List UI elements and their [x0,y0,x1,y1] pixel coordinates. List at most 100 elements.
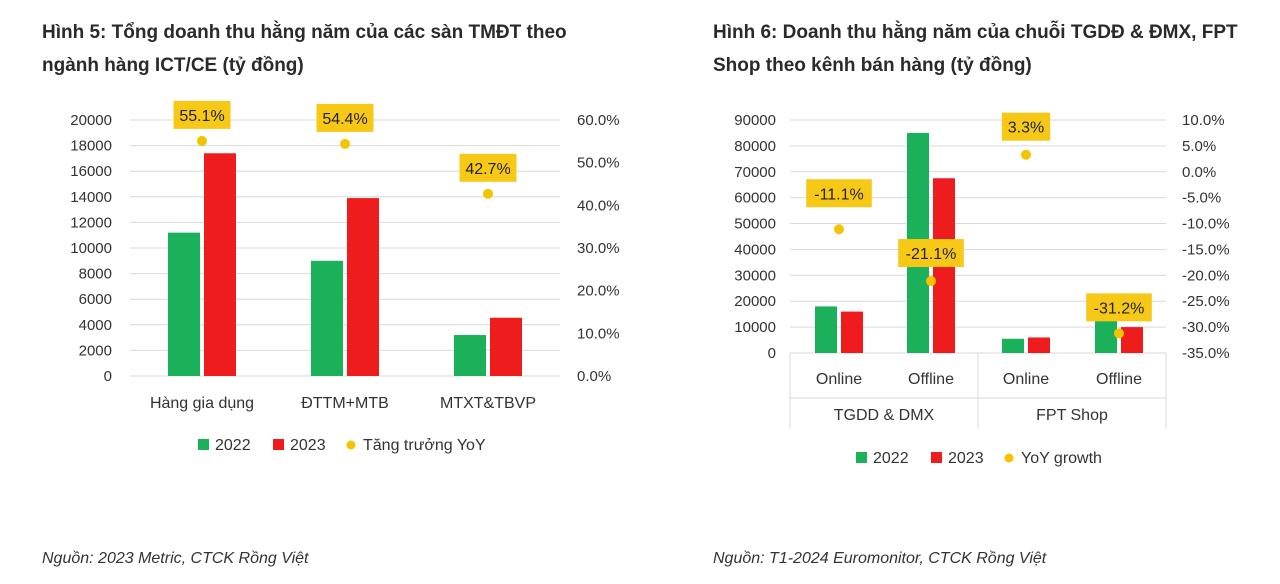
y-tick-label: 90000 [734,112,776,129]
growth-data-label: 3.3% [1008,120,1044,137]
legend-label-0: 2022 [873,450,909,467]
category-label: Offline [1096,371,1142,388]
legend-marker-growth [1004,453,1014,463]
y-tick-label: 10000 [734,319,776,336]
right-figure-panel: Hình 6: Doanh thu hằng năm của chuỗi TGD… [660,0,1280,584]
bar-2022 [454,335,486,376]
growth-data-label-box [806,179,872,208]
category-label: ĐTTM+MTB [301,395,389,412]
y-tick-label: 0 [768,345,776,362]
y-tick-label: 16000 [70,163,112,180]
y-tick-label: 18000 [70,138,112,155]
legend-label-1: 2023 [948,450,984,467]
left-chart: 2000018000160001400012000100008000600040… [70,100,620,454]
legend-label-1: 2023 [290,437,326,454]
y-tick-label: 10000 [70,240,112,257]
left-figure-panel: Hình 5: Tổng doanh thu hằng năm của các … [42,22,620,567]
bar-2022 [1002,338,1024,353]
y2-tick-label: 10.0% [577,325,620,342]
bar-2023 [841,311,863,353]
y2-tick-label: -15.0% [1182,241,1230,258]
bar-2023 [347,198,379,376]
legend-swatch-1 [273,439,284,450]
growth-point [340,138,350,149]
y-tick-label: 20000 [734,293,776,310]
growth-data-label: 55.1% [179,108,224,125]
left-figure-source: Nguồn: 2023 Metric, CTCK Rồng Việt [42,550,309,567]
category-label: Hàng gia dụng [150,395,254,412]
y-tick-label: 8000 [79,266,112,283]
category-label: Online [816,371,862,388]
growth-point [1021,149,1031,160]
y2-tick-label: 5.0% [1182,138,1216,155]
y2-tick-label: -25.0% [1182,293,1230,310]
y-tick-label: 40000 [734,241,776,258]
group-label: FPT Shop [1036,407,1108,424]
y-tick-label: 30000 [734,267,776,284]
growth-data-label: -31.2% [1094,300,1145,317]
growth-data-label-box [459,153,517,182]
y-tick-label: 0 [104,368,112,385]
legend-marker-growth [346,440,356,450]
left-figure-title: Hình 5: Tổng doanh thu hằng năm của các … [42,22,567,76]
y2-tick-label: 30.0% [577,240,620,257]
legend-swatch-0 [198,439,209,450]
y2-tick-label: -5.0% [1182,190,1221,207]
growth-data-label-box [1001,112,1051,141]
growth-data-label-box [316,103,374,132]
bar-2022 [815,306,837,353]
y2-tick-label: -10.0% [1182,216,1230,233]
bar-2023 [204,153,236,376]
y-tick-label: 12000 [70,214,112,231]
y2-tick-label: -35.0% [1182,345,1230,362]
legend-swatch-0 [856,452,867,463]
growth-data-label: 54.4% [322,111,367,128]
y2-tick-label: 10.0% [1182,112,1225,129]
category-label: Online [1003,371,1049,388]
legend-swatch-1 [931,452,942,463]
bar-2022 [311,260,343,376]
y2-tick-label: 50.0% [577,155,620,172]
growth-data-label-box [898,239,964,268]
growth-point [483,188,493,199]
y2-tick-label: 60.0% [577,112,620,129]
growth-point [197,135,207,146]
category-label: Offline [908,371,954,388]
growth-data-label-box [1086,293,1152,322]
y-tick-label: 2000 [79,342,112,359]
y2-tick-label: -30.0% [1182,319,1230,336]
bar-2022 [168,232,200,376]
legend-label-2: Tăng trưởng YoY [363,437,486,454]
growth-data-label: -21.1% [906,246,957,263]
right-figure-source: Nguồn: T1-2024 Euromonitor, CTCK Rồng Vi… [713,550,1047,567]
growth-data-label: 42.7% [465,161,510,178]
y-tick-label: 6000 [79,291,112,308]
y-tick-label: 20000 [70,112,112,129]
y-tick-label: 60000 [734,190,776,207]
y-tick-label: 50000 [734,216,776,233]
bar-2023 [490,317,522,376]
y-tick-label: 80000 [734,138,776,155]
y-tick-label: 70000 [734,164,776,181]
bar-2023 [1121,327,1143,353]
right-figure-title: Hình 6: Doanh thu hằng năm của chuỗi TGD… [713,22,1238,76]
y2-tick-label: 20.0% [577,283,620,300]
growth-data-label-box [173,100,231,129]
y-tick-label: 4000 [79,317,112,334]
growth-point [834,224,844,235]
bar-2023 [1028,337,1050,353]
y2-tick-label: 0.0% [1182,164,1216,181]
y-tick-label: 14000 [70,189,112,206]
bar-2022 [1095,316,1117,353]
legend-label-2: YoY growth [1021,450,1102,467]
category-label: MTXT&TBVP [440,395,536,412]
group-label: TGDD & DMX [834,407,935,424]
y2-tick-label: -20.0% [1182,267,1230,284]
growth-point [926,276,936,287]
growth-point [1114,328,1124,339]
growth-data-label: -11.1% [814,186,864,203]
y2-tick-label: 40.0% [577,197,620,214]
right-chart: 90000 80000 70000 60000 50000 40000 30000 20000… [734,112,1230,467]
legend-label-0: 2022 [215,437,251,454]
y2-tick-label: 0.0% [577,368,611,385]
